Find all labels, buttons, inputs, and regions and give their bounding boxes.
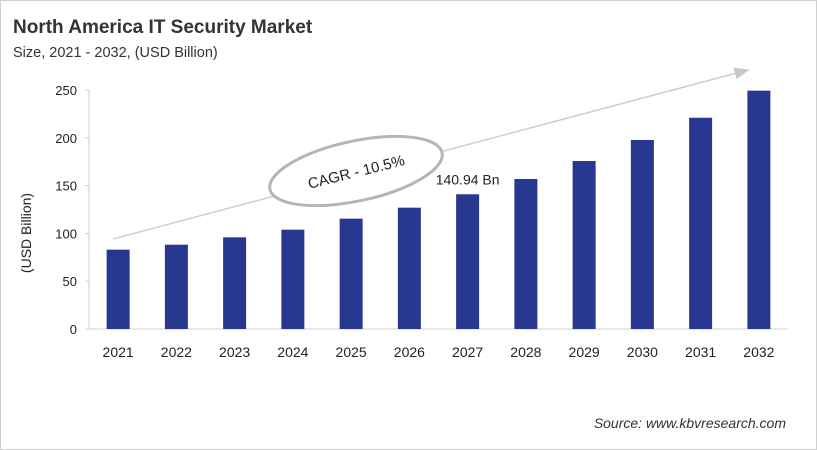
data-label-2027: 140.94 Bn	[436, 171, 500, 187]
bar-2025	[339, 218, 363, 329]
x-tick-label: 2031	[685, 344, 716, 360]
chart-subtitle: Size, 2021 - 2032, (USD Billion)	[13, 45, 218, 61]
bar-2024	[281, 229, 305, 329]
bar-2027	[456, 194, 480, 329]
source-note: Source: www.kbvresearch.com	[593, 415, 786, 431]
chart-title: North America IT Security Market	[13, 17, 313, 38]
bar-2023	[223, 237, 247, 329]
y-tick-label: 150	[55, 179, 77, 194]
x-tick-label: 2029	[569, 344, 600, 360]
x-tick-label: 2026	[394, 344, 425, 360]
x-tick-label: 2028	[510, 344, 541, 360]
x-tick-label: 2024	[277, 344, 308, 360]
bar-2021	[106, 249, 130, 329]
x-tick-label: 2023	[219, 344, 250, 360]
x-tick-label: 2030	[627, 344, 658, 360]
bar-2030	[630, 139, 654, 329]
y-tick-label: 100	[55, 226, 77, 241]
bar-2029	[572, 161, 596, 329]
y-tick-label: 200	[55, 131, 77, 146]
bar-2028	[514, 179, 538, 329]
x-tick-label: 2027	[452, 344, 483, 360]
bar-2026	[397, 207, 421, 329]
bar-2031	[689, 117, 713, 329]
x-tick-label: 2025	[336, 344, 367, 360]
y-tick-label: 50	[63, 274, 77, 289]
y-tick-label: 0	[70, 322, 77, 337]
bar-2032	[747, 90, 771, 330]
y-tick-label: 250	[55, 83, 77, 98]
x-tick-label: 2021	[103, 344, 134, 360]
x-tick-label: 2032	[743, 344, 774, 360]
cagr-ellipse	[268, 134, 444, 208]
y-axis-label: (USD Billion)	[18, 193, 34, 273]
x-tick-label: 2022	[161, 344, 192, 360]
bar-2022	[164, 244, 188, 329]
